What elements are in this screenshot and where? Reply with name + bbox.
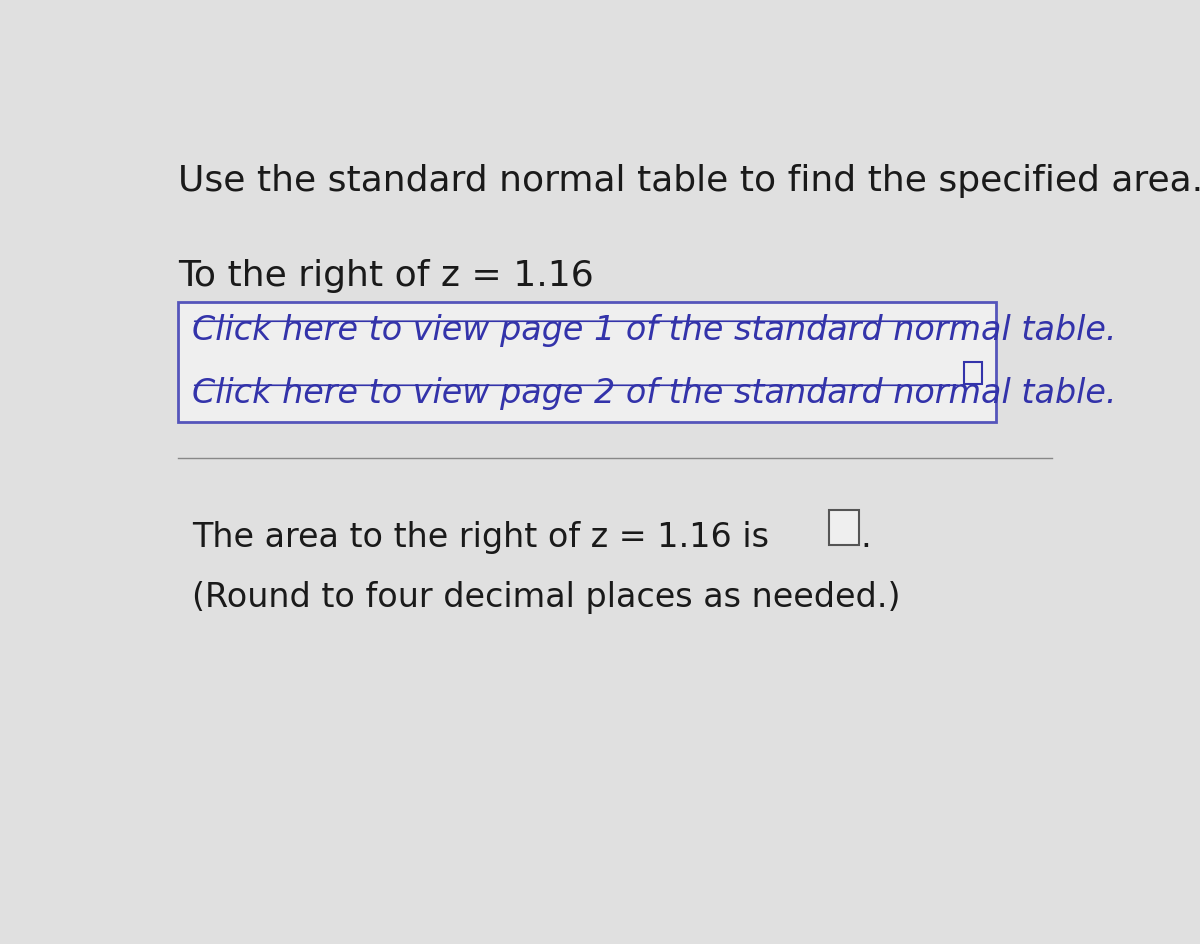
- Text: Click here to view page 1 of the standard normal table.: Click here to view page 1 of the standar…: [192, 313, 1116, 346]
- Text: The area to the right of z = 1.16 is: The area to the right of z = 1.16 is: [192, 520, 769, 553]
- FancyBboxPatch shape: [829, 511, 859, 546]
- Text: .: .: [860, 520, 871, 553]
- Text: To the right of z = 1.16: To the right of z = 1.16: [178, 259, 594, 293]
- FancyBboxPatch shape: [964, 362, 983, 384]
- Text: Use the standard normal table to find the specified area.: Use the standard normal table to find th…: [178, 164, 1200, 198]
- FancyBboxPatch shape: [178, 302, 996, 422]
- Text: Click here to view page 2 of the standard normal table.: Click here to view page 2 of the standar…: [192, 377, 1116, 410]
- Text: (Round to four decimal places as needed.): (Round to four decimal places as needed.…: [192, 580, 900, 613]
